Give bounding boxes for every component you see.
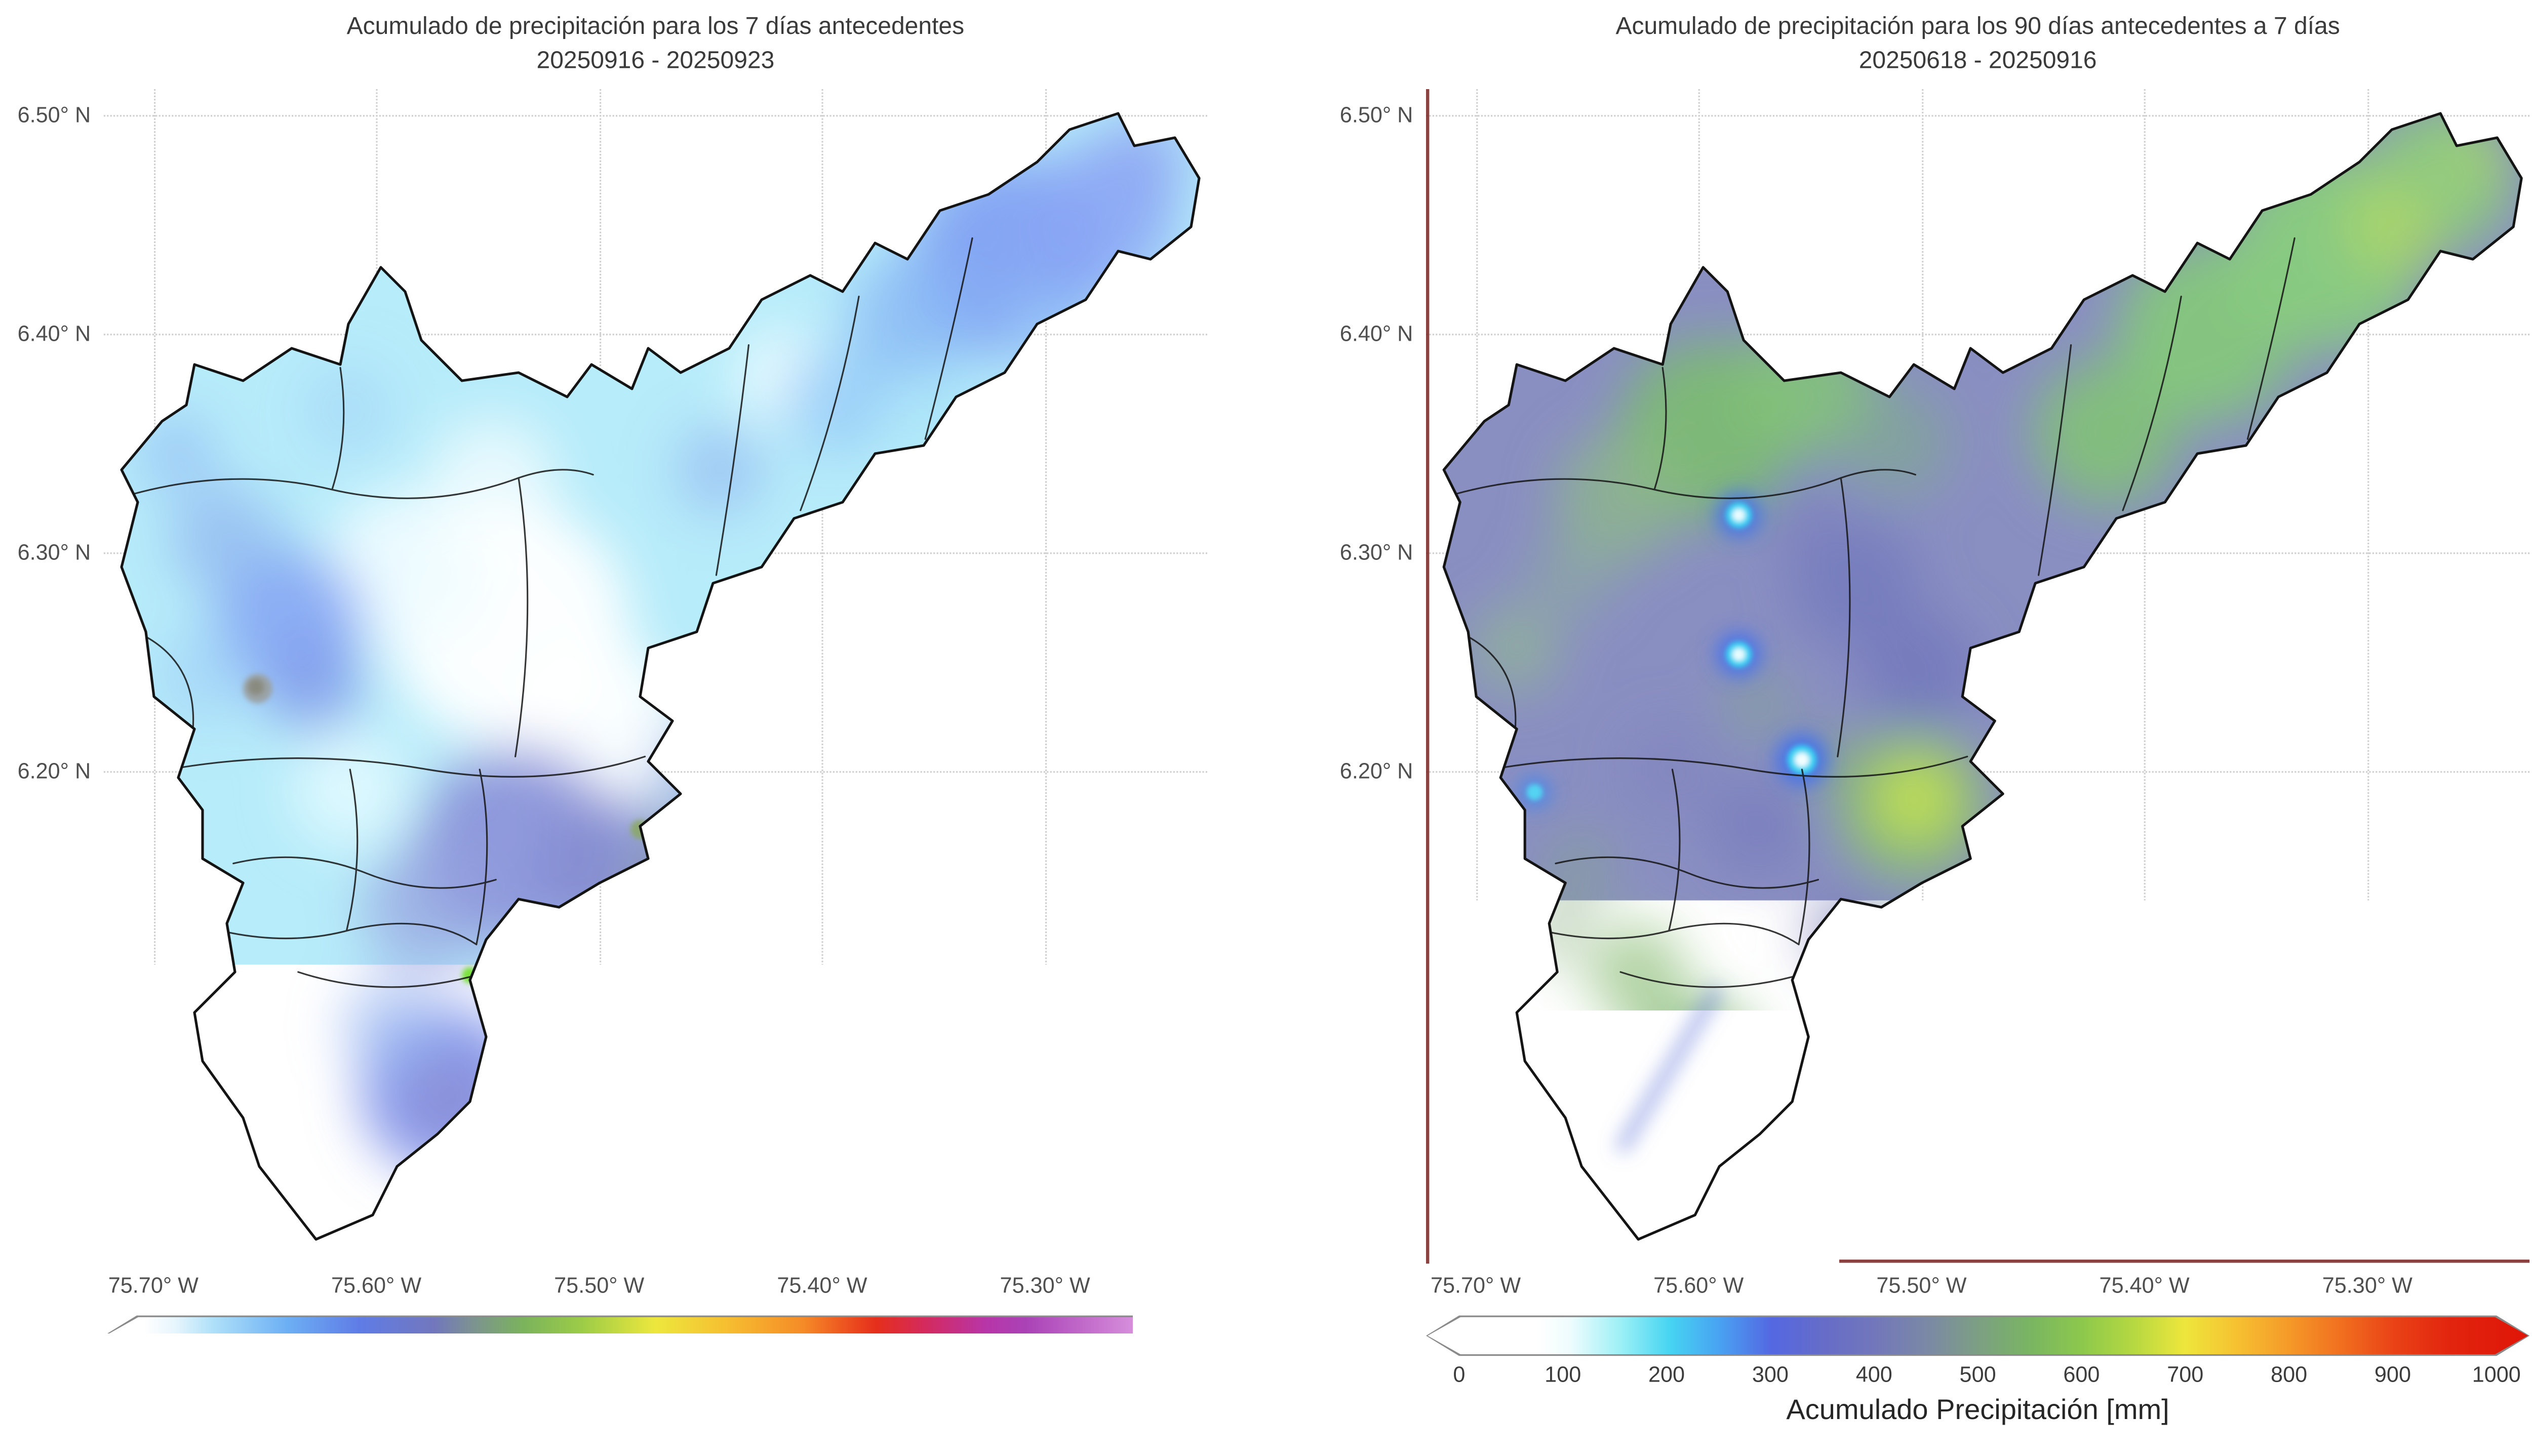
colorbar-tick-label: 800 [2271, 1362, 2307, 1387]
panel-90day-title-line2: 20250618 - 20250916 [1426, 44, 2529, 77]
colorbar-tick-label: 200 [859, 1362, 895, 1387]
colorbar-7day-label: Acumulado Precipitación [mm] [104, 1393, 1207, 1427]
colorbar-tick-label: 100 [489, 1362, 526, 1387]
panel-7day-plot [104, 89, 1207, 1264]
panel-90day-plot [1426, 89, 2529, 1264]
colorbar-tick-label: 140 [637, 1362, 674, 1387]
y-tick-label: 6.20° N [1340, 758, 1413, 783]
colorbar-tick-label: 900 [2375, 1362, 2411, 1387]
colorbar-tick-label: 500 [1960, 1362, 1996, 1387]
y-tick-label: 6.30° N [1340, 540, 1413, 564]
panel-7day-y-axis: 6.50° N 6.40° N 6.30° N 6.20° N 6.10° N 6.00°… [0, 89, 91, 1264]
colorbar-tick-label: 200 [1648, 1362, 1685, 1387]
x-tick-label: 75.60° W [1653, 1273, 1744, 1298]
x-tick-label: 75.50° W [1876, 1273, 1966, 1298]
colorbar-90day-ticks: 0 100 200 300 400 500 600 700 800 900 1000 [1426, 1362, 2529, 1388]
x-tick-label: 75.30° W [1000, 1273, 1090, 1298]
colorbar-7day-ticks: 0 10 20 40 60 80 100 120 140 160 180 200 240 280 [104, 1362, 1207, 1388]
panel-7day-title-line2: 20250916 - 20250923 [104, 44, 1207, 77]
y-tick-label: 6.00° N [18, 1195, 91, 1220]
panel-90day-title-line1: Acumulado de precipitación para los 90 d… [1426, 10, 2529, 44]
y-tick-label: 6.50° N [18, 103, 91, 127]
colorbar-tick-label: 120 [563, 1362, 600, 1387]
colorbar-tick-label: 0 [1453, 1362, 1465, 1387]
colorbar-tick-label: 40 [272, 1362, 297, 1387]
colorbar-90day-gradient [1428, 1317, 2528, 1355]
y-tick-label: 6.10° N [18, 977, 91, 1001]
colorbar-90day: 0 100 200 300 400 500 600 700 800 900 1000 Acumula… [1426, 1315, 2529, 1427]
colorbar-tick-label: 400 [1856, 1362, 1892, 1387]
colorbar-7day-bar [104, 1315, 1207, 1356]
figure-scaler: Acumulado de precipitación para los 7 dí… [0, 0, 2532, 1456]
colorbar-tick-label: 600 [2063, 1362, 2100, 1387]
colorbar-tick-label: 80 [421, 1362, 446, 1387]
colorbar-90day-bar [1426, 1315, 2529, 1356]
colorbar-90day-label: Acumulado Precipitación [mm] [1426, 1393, 2529, 1427]
raster-7day [104, 89, 1207, 1264]
panel-90day-y-axis: 6.50° N 6.40° N 6.30° N 6.20° N 6.10° N 6.00°… [1322, 89, 1413, 1264]
panel-7day-x-axis: 75.70° W 75.60° W 75.50° W 75.40° W 75.30° W [104, 1273, 1207, 1303]
raster-90day [1426, 89, 2529, 1264]
colorbar-tick-label: 60 [346, 1362, 371, 1387]
x-tick-label: 75.70° W [108, 1273, 199, 1298]
x-tick-label: 75.70° W [1431, 1273, 1521, 1298]
colorbar-7day-gradient [105, 1317, 1206, 1355]
colorbar-7day: 0 10 20 40 60 80 100 120 140 160 180 200 240 280 Acum… [104, 1315, 1207, 1427]
colorbar-tick-label: 100 [1545, 1362, 1581, 1387]
x-tick-label: 75.50° W [554, 1273, 644, 1298]
y-tick-label: 6.40° N [1340, 321, 1413, 346]
colorbar-tick-label: 1000 [2472, 1362, 2521, 1387]
colorbar-tick-label: 20 [199, 1362, 223, 1387]
colorbar-tick-label: 240 [1008, 1362, 1045, 1387]
precipitation-figure: Acumulado de precipitación para los 7 dí… [0, 0, 2532, 1456]
basin-map-90day [1426, 89, 2529, 1264]
x-tick-label: 75.30° W [2322, 1273, 2412, 1298]
x-tick-label: 75.40° W [2100, 1273, 2190, 1298]
basin-map-7day [104, 89, 1207, 1264]
panel-7day-title: Acumulado de precipitación para los 7 dí… [104, 10, 1207, 77]
colorbar-tick-label: 700 [2167, 1362, 2203, 1387]
colorbar-tick-label: 160 [711, 1362, 747, 1387]
panel-7day-title-line1: Acumulado de precipitación para los 7 dí… [104, 10, 1207, 44]
y-tick-label: 6.40° N [18, 321, 91, 346]
colorbar-tick-label: 0 [131, 1362, 143, 1387]
colorbar-tick-label: 10 [162, 1362, 186, 1387]
x-tick-label: 75.40° W [777, 1273, 867, 1298]
y-tick-label: 6.30° N [18, 540, 91, 564]
colorbar-tick-label: 280 [1156, 1362, 1193, 1387]
panel-90day-title: Acumulado de precipitación para los 90 d… [1426, 10, 2529, 77]
colorbar-tick-label: 300 [1752, 1362, 1789, 1387]
colorbar-tick-label: 180 [785, 1362, 821, 1387]
y-tick-label: 6.10° N [1340, 977, 1413, 1001]
y-tick-label: 6.50° N [1340, 103, 1413, 127]
x-tick-label: 75.60° W [331, 1273, 421, 1298]
panel-90day-x-axis: 75.70° W 75.60° W 75.50° W 75.40° W 75.30° W [1426, 1273, 2529, 1303]
y-tick-label: 6.00° N [1340, 1195, 1413, 1220]
y-tick-label: 6.20° N [18, 758, 91, 783]
